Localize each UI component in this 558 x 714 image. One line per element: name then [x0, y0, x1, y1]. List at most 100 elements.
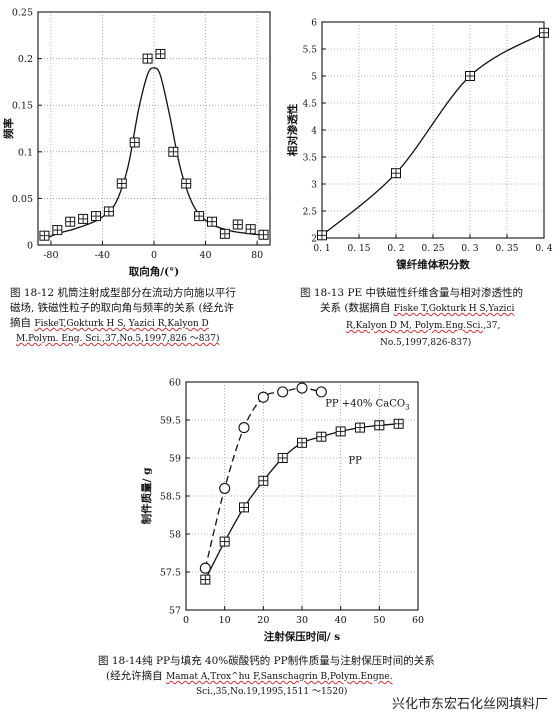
- caption-reference-line: No.5,1997,826-837): [380, 338, 472, 348]
- data-point-marker: [258, 229, 269, 240]
- x-tick-label: -80: [43, 250, 58, 261]
- caption-text: (经允许摘自: [106, 670, 163, 682]
- data-point-marker: [65, 216, 76, 227]
- x-tick-label: 50: [373, 615, 385, 626]
- data-point-marker: [393, 418, 404, 429]
- watermark: 兴化市东宏石化丝网填料厂: [391, 697, 548, 712]
- chart-part-mass: 0 10 20 30 40 50 60 57 57.5 58 58.5 59 59.5 60 注射保压时间/…: [140, 378, 424, 644]
- data-point-marker: [277, 386, 289, 398]
- x-tick-label: 10: [219, 615, 231, 626]
- data-point-marker: [355, 422, 365, 433]
- data-point-marker: [116, 178, 127, 189]
- x-tick-label: 60: [412, 615, 424, 626]
- data-point-marker: [232, 219, 243, 230]
- y-tick-label: 59: [169, 454, 181, 465]
- data-point-marker: [335, 426, 346, 437]
- y-tick-label: 0.25: [12, 8, 33, 19]
- caption-line: 磁场, 铁磁性粒子的取向角与频率的关系 (经允许: [10, 302, 235, 314]
- data-point-marker: [258, 475, 269, 486]
- data-point-marker: [200, 574, 211, 585]
- y-tick-label: 2.5: [303, 208, 318, 218]
- y-tick-label: 2: [311, 235, 317, 245]
- caption-reference-text: M.Polym. Eng. Sci.,37,No.5,1997,826 ～837…: [16, 334, 220, 344]
- data-point-marker: [391, 168, 401, 179]
- caption-reference-line: Sci.,35,No.19,1995,1511 ～1520): [196, 687, 348, 697]
- data-point-marker: [219, 536, 230, 547]
- data-point-marker: [238, 422, 250, 434]
- caption-reference-line: R,Kalyon D M, Polym.Eng.Sci.,37,: [300, 319, 550, 334]
- caption-reference-text: R,Kalyon D M, Polym.Eng.Sci.: [346, 321, 484, 331]
- caption-text: 关系 (数据摘自: [320, 302, 391, 314]
- y-tick-label: 60: [169, 378, 181, 389]
- caption-reference-line: M.Polym. Eng. Sci.,37,No.5,1997,826 ～837…: [10, 332, 282, 347]
- caption-reference: FiskeT,Gokturk H S, Yazici R,Kalyon D: [34, 319, 209, 329]
- series-label-pp: PP: [348, 455, 362, 466]
- data-point-marker: [297, 437, 307, 448]
- caption-fig-18-12: 图 18-12 机筒注射成型部分在流动方向施以平行 磁场, 铁磁性粒子的取向角与…: [10, 286, 282, 347]
- y-tick-label: 0: [27, 241, 33, 252]
- data-point-marker: [465, 71, 475, 81]
- x-tick-label: 0. 1: [313, 244, 330, 254]
- y-axis-label: 制件质量/ g: [140, 467, 153, 524]
- x-tick-label: 0. 15: [348, 244, 371, 254]
- y-tick-label: 5.5: [303, 46, 318, 56]
- caption-line: (经允许摘自 Mamat A,Trox^hu F,Sanschagrin B,P…: [98, 669, 518, 685]
- data-point-marker: [296, 382, 308, 394]
- caption-line: 摘自 FiskeT,Gokturk H S, Yazici R,Kalyon D: [10, 316, 282, 332]
- data-point-marker: [245, 224, 256, 235]
- caption-line: 图 18-13 PE 中铁磁性纤维含量与相对渗透性的: [300, 287, 524, 299]
- caption-reference: Fiske T,Gokturk H S,Yazici: [393, 304, 515, 314]
- caption-fig-18-14: 图 18-14纯 PP与填充 40%碳酸钙的 PP制件质量与注射保压时间的关系 …: [98, 654, 518, 700]
- y-tick-label: 58: [169, 530, 181, 541]
- data-point-marker: [168, 146, 179, 157]
- x-tick-label: 30: [296, 615, 308, 626]
- data-point-marker: [78, 213, 89, 224]
- caption-line: 图 18-14纯 PP与填充 40%碳酸钙的 PP制件质量与注射保压时间的关系: [98, 655, 435, 667]
- y-tick-label: 57.5: [160, 568, 181, 579]
- data-point-marker: [277, 453, 288, 463]
- x-tick-label: 80: [251, 250, 263, 261]
- caption-text: 摘自: [10, 317, 31, 329]
- y-tick-label: 0.15: [12, 101, 33, 112]
- x-tick-label: 0. 25: [422, 244, 445, 254]
- y-tick-label: 57: [169, 606, 181, 617]
- y-tick-label: 5: [311, 73, 317, 83]
- data-point-marker: [103, 206, 114, 217]
- x-tick-label: 0. 3: [461, 244, 478, 254]
- x-axis-label: 取向角/(°): [129, 265, 180, 278]
- caption-reference: Mamat A,Trox^hu F,Sanschagrin B,Polym.En…: [165, 672, 393, 682]
- data-point-marker: [142, 53, 153, 64]
- series-label-pp-caco3: PP +40% CaCO3: [325, 398, 409, 411]
- data-point-marker: [91, 211, 101, 222]
- chart-orientation-frequency: -80 -40 0 40 80 0 0.05 0.1 0.15 0.2 0.25 取向角/(°) 频率: [2, 8, 271, 278]
- x-tick-label: 0. 2: [387, 244, 404, 254]
- series-line: [321, 32, 545, 236]
- y-tick-label: 4: [311, 127, 317, 137]
- data-point-marker: [194, 211, 205, 222]
- data-point-marker: [316, 431, 327, 442]
- data-point-marker: [155, 48, 166, 59]
- y-tick-label: 59.5: [160, 416, 181, 427]
- y-tick-label: 0.05: [12, 194, 33, 205]
- data-point-marker: [539, 27, 549, 38]
- data-point-marker: [219, 228, 230, 239]
- x-tick-label: 0. 35: [496, 244, 519, 254]
- data-point-marker: [219, 482, 231, 494]
- y-tick-label: 0.2: [18, 54, 33, 65]
- y-axis-label: 频率: [2, 118, 15, 139]
- x-tick-label: -40: [95, 250, 110, 261]
- data-point-marker: [374, 420, 385, 431]
- data-point-marker: [52, 225, 63, 236]
- data-point-marker: [129, 137, 140, 148]
- y-axis-label: 相对渗透性: [286, 103, 299, 156]
- y-tick-label: 0.1: [18, 147, 33, 158]
- y-tick-label: 3.5: [303, 154, 318, 164]
- caption-line: 图 18-12 机筒注射成型部分在流动方向施以平行: [10, 287, 236, 299]
- data-point-marker: [315, 386, 327, 398]
- x-tick-label: 40: [335, 615, 347, 626]
- caption-line: 关系 (数据摘自 Fiske T,Gokturk H S,Yazici: [300, 301, 550, 317]
- y-tick-label: 58.5: [160, 492, 181, 503]
- data-point-marker: [207, 216, 217, 227]
- x-tick-label: 40: [200, 250, 212, 261]
- data-point-marker: [257, 391, 269, 403]
